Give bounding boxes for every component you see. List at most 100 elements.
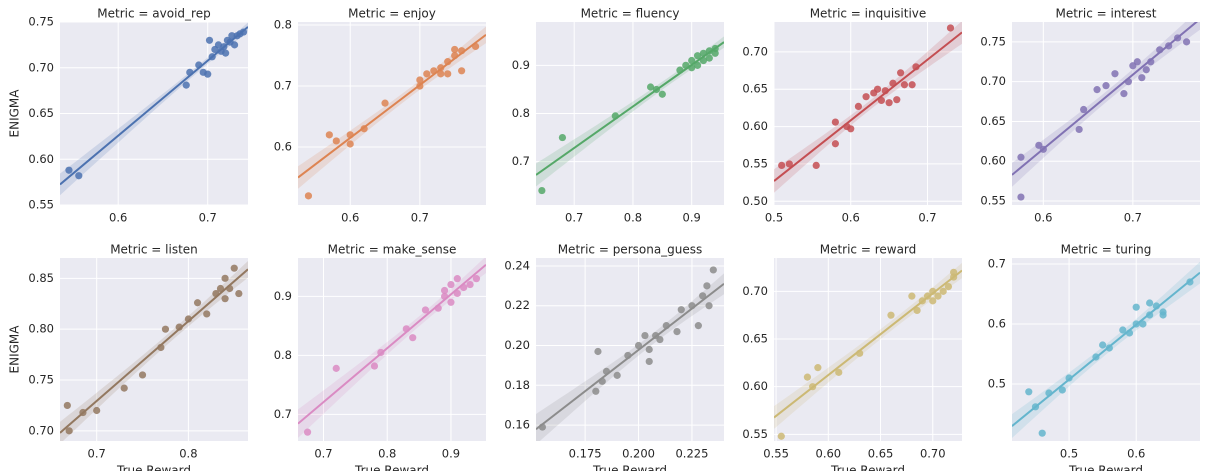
point xyxy=(1182,38,1191,46)
point xyxy=(862,93,870,101)
point xyxy=(1119,326,1127,334)
point xyxy=(409,334,417,342)
facet-title: Metric = inquisitive xyxy=(810,7,927,21)
y-tick-label: 0.70 xyxy=(742,284,768,298)
point xyxy=(693,52,702,60)
point xyxy=(437,70,445,78)
point xyxy=(778,161,786,170)
regression-line xyxy=(60,268,248,434)
point xyxy=(939,287,947,295)
point xyxy=(1120,90,1128,98)
facet: 0.7 0.8 0.9 0.7 0.8 0.9 Metric = make_sense Tru… xyxy=(274,243,486,475)
x-tick-label: 0.55 xyxy=(763,447,789,461)
point xyxy=(1058,386,1066,394)
point xyxy=(65,166,73,174)
point xyxy=(645,357,653,366)
facet-title: Metric = fluency xyxy=(581,7,680,21)
point xyxy=(694,322,702,330)
y-tick-label: 0.18 xyxy=(504,378,530,392)
facet: 0.55 0.60 0.65 0.70 0.55 0.60 0.65 0.70 Metric =… xyxy=(742,243,962,475)
y-tick-label: 0.24 xyxy=(504,258,530,272)
regression-line xyxy=(774,269,962,419)
point xyxy=(204,70,212,78)
x-tick-label: 0.200 xyxy=(622,447,655,461)
facet-title: Metric = turing xyxy=(1061,243,1152,257)
regression-line xyxy=(536,283,724,430)
y-tick-label: 0.55 xyxy=(742,156,768,170)
y-tick-label: 0.7 xyxy=(988,257,1006,271)
point xyxy=(423,70,431,78)
x-tick-label: 0.5 xyxy=(765,211,783,225)
facet-title: Metric = persona_guess xyxy=(558,243,703,257)
point xyxy=(370,362,379,370)
x-tick-label: 0.9 xyxy=(442,447,460,461)
point xyxy=(466,280,474,289)
y-tick-label: 0.70 xyxy=(28,60,54,74)
point xyxy=(228,32,236,40)
y-tick-label: 0.80 xyxy=(28,322,54,336)
point xyxy=(847,125,855,133)
x-tick-label: 0.7 xyxy=(565,211,583,225)
point xyxy=(950,268,958,276)
x-axis-label: True Reward xyxy=(830,464,905,472)
point xyxy=(908,292,916,300)
point xyxy=(929,297,937,305)
plot-background xyxy=(298,258,486,441)
facet-title: Metric = enjoy xyxy=(348,7,436,21)
point xyxy=(893,96,901,104)
x-tick-label: 0.175 xyxy=(569,447,602,461)
point xyxy=(1017,193,1025,201)
x-tick-label: 0.6 xyxy=(842,211,860,225)
point xyxy=(613,371,621,379)
y-tick-label: 0.55 xyxy=(28,198,54,212)
point xyxy=(900,81,909,89)
point xyxy=(203,310,211,318)
point xyxy=(1146,299,1154,307)
point xyxy=(1075,125,1083,134)
regression-line xyxy=(298,263,486,425)
point xyxy=(803,373,812,381)
y-tick-label: 0.7 xyxy=(512,154,530,168)
point xyxy=(216,284,225,293)
regression-line xyxy=(60,26,248,186)
y-tick-label: 0.55 xyxy=(980,194,1006,208)
y-tick-label: 0.6 xyxy=(274,140,292,154)
x-tick-label: 0.7 xyxy=(88,447,106,461)
point xyxy=(453,275,461,283)
y-tick-label: 0.70 xyxy=(980,74,1006,88)
point xyxy=(63,401,71,410)
point xyxy=(688,56,696,65)
point xyxy=(677,306,685,314)
point xyxy=(538,186,546,195)
y-tick-label: 0.85 xyxy=(28,271,54,285)
x-tick-label: 0.6 xyxy=(109,211,127,225)
point xyxy=(1142,66,1150,74)
point xyxy=(814,364,822,372)
point xyxy=(1080,105,1088,114)
plot-area xyxy=(774,22,962,193)
y-tick-label: 0.70 xyxy=(28,423,54,437)
plot-background xyxy=(60,258,248,441)
x-tick-label: 0.8 xyxy=(378,447,396,461)
plot-area xyxy=(1012,261,1200,439)
facet: 0.175 0.200 0.225 0.16 0.18 0.20 0.22 0.24 Metri… xyxy=(504,243,724,475)
y-tick-label: 0.60 xyxy=(742,379,768,393)
plot-background xyxy=(536,258,724,441)
point xyxy=(646,83,655,91)
point xyxy=(908,81,916,89)
facet: 0.6 0.7 0.6 0.7 0.8 Metric = enjoy xyxy=(274,7,486,225)
point xyxy=(1147,58,1155,66)
point xyxy=(182,81,190,89)
point xyxy=(458,67,466,75)
point xyxy=(835,368,843,376)
point xyxy=(304,192,313,200)
point xyxy=(645,345,653,354)
y-tick-label: 0.75 xyxy=(980,34,1006,48)
x-tick-label: 0.8 xyxy=(179,447,197,461)
facet-title: Metric = make_sense xyxy=(328,243,457,257)
point xyxy=(897,69,905,77)
x-tick-label: 0.225 xyxy=(675,447,708,461)
y-tick-label: 0.7 xyxy=(274,407,292,421)
y-tick-label: 0.9 xyxy=(274,289,292,303)
point xyxy=(699,292,707,300)
